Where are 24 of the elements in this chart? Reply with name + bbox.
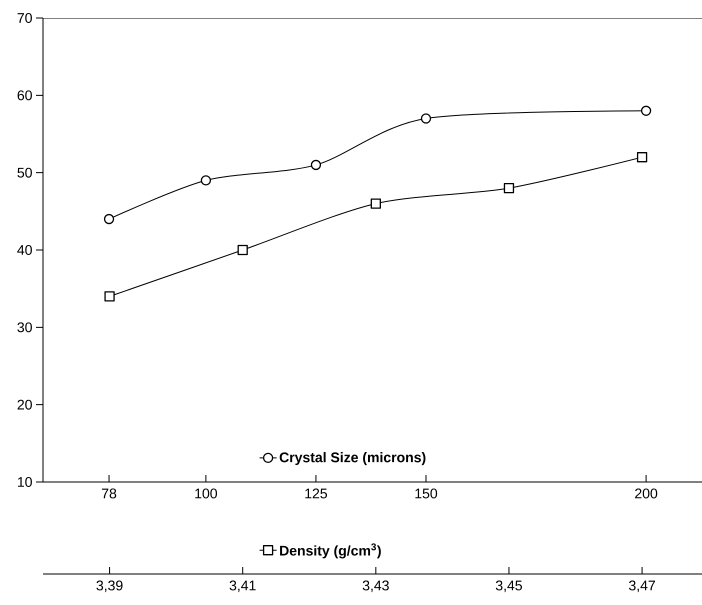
legend-label: Crystal Size (microns) bbox=[280, 452, 426, 466]
point bbox=[640, 106, 652, 116]
x-tick-label: 78 bbox=[102, 488, 116, 498]
y-tick-label: 50 bbox=[17, 168, 32, 178]
x2-tick-label: 3,43 bbox=[362, 580, 389, 592]
y-tick-label: 10 bbox=[18, 477, 32, 487]
x2-tick-label: 3,47 bbox=[628, 580, 656, 592]
x2-tick-label: 3,39 bbox=[96, 580, 123, 592]
y-tick-label: 20 bbox=[18, 400, 32, 410]
point bbox=[420, 113, 432, 124]
y-tick-label: 60 bbox=[18, 90, 32, 100]
y-tick-label: 40 bbox=[17, 245, 32, 255]
x-tick-label: 150 bbox=[415, 488, 438, 498]
x2-tick-label: 3,41 bbox=[230, 580, 256, 592]
y-tick-label: 30 bbox=[17, 322, 32, 332]
y-tick-label: 70 bbox=[18, 13, 32, 23]
legend-label: Density (g/cm$^{3}$) bbox=[280, 543, 381, 558]
point bbox=[104, 214, 114, 224]
point bbox=[200, 175, 212, 186]
point bbox=[310, 160, 322, 170]
x-tick-label: 100 bbox=[195, 488, 218, 498]
x2-tick-label: 3,45 bbox=[496, 580, 522, 592]
x-tick-label: 200 bbox=[635, 488, 658, 498]
x-tick-label: 125 bbox=[305, 488, 328, 498]
